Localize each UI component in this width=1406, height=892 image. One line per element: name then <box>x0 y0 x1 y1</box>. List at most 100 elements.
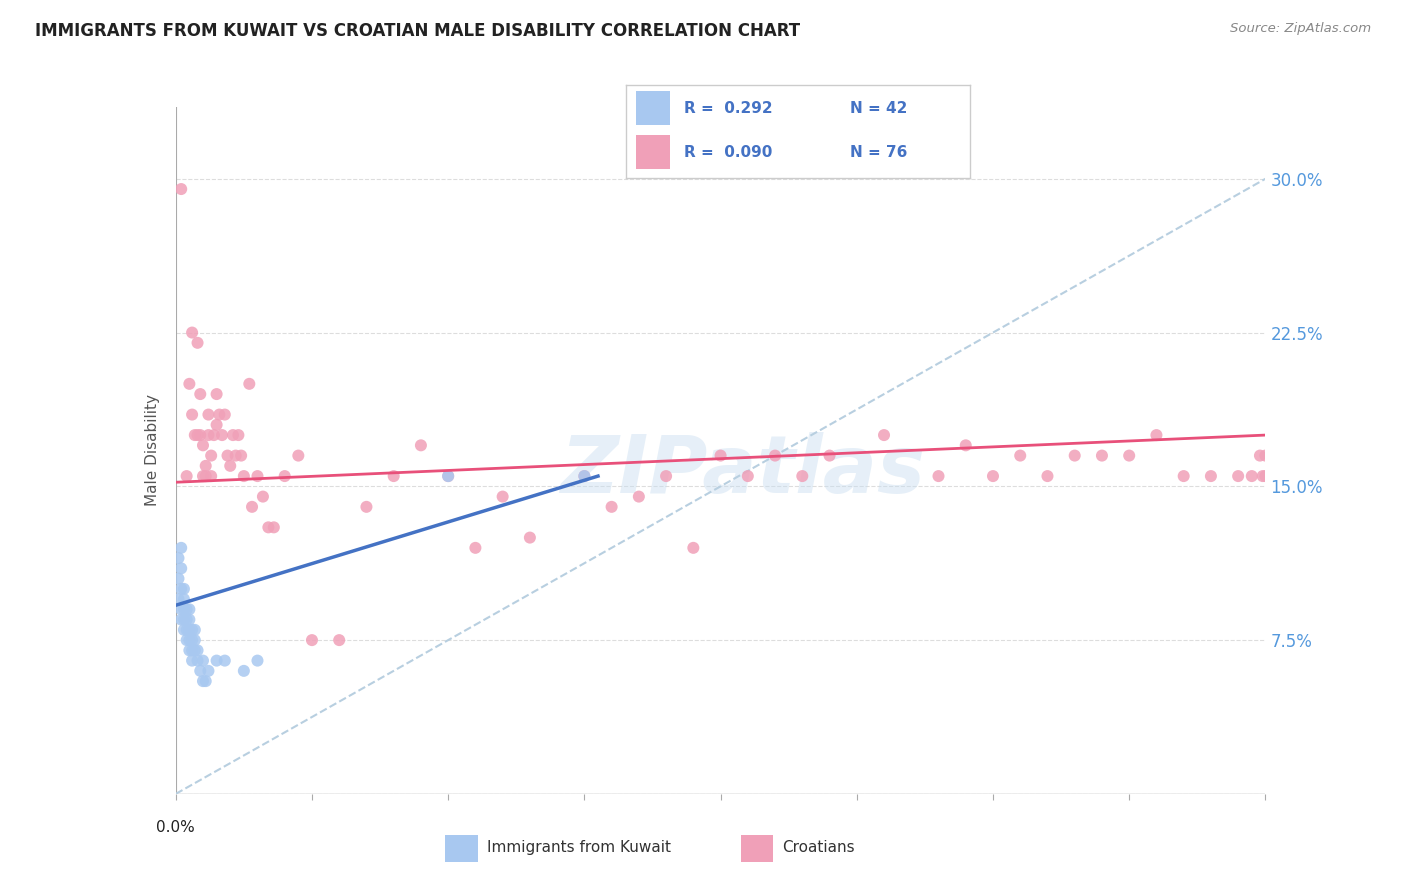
Point <box>519 531 541 545</box>
Point <box>217 449 239 463</box>
Point <box>205 387 228 401</box>
Point <box>219 458 242 473</box>
Point <box>818 449 841 463</box>
Point <box>181 654 204 668</box>
Point <box>194 458 217 473</box>
Point <box>1144 428 1167 442</box>
Point <box>188 387 211 401</box>
Point <box>179 613 201 627</box>
Point <box>188 664 211 678</box>
Point <box>1240 469 1263 483</box>
Point <box>1118 449 1140 463</box>
Point <box>176 602 198 616</box>
Point <box>1227 469 1250 483</box>
Point <box>214 408 236 422</box>
Point <box>574 469 596 483</box>
Point <box>274 469 297 483</box>
Point <box>1254 449 1277 463</box>
Point <box>184 643 207 657</box>
Point <box>176 469 198 483</box>
Point <box>328 633 350 648</box>
Bar <box>741 835 773 862</box>
Point <box>176 623 198 637</box>
Point <box>197 428 219 442</box>
Text: 0.0%: 0.0% <box>156 820 195 835</box>
Point <box>200 469 222 483</box>
Point <box>955 438 977 452</box>
Text: Source: ZipAtlas.com: Source: ZipAtlas.com <box>1230 22 1371 36</box>
Point <box>211 428 233 442</box>
Point <box>1254 469 1277 483</box>
Point <box>928 469 950 483</box>
Text: IMMIGRANTS FROM KUWAIT VS CROATIAN MALE DISABILITY CORRELATION CHART: IMMIGRANTS FROM KUWAIT VS CROATIAN MALE … <box>35 22 800 40</box>
Point <box>179 602 201 616</box>
Point <box>231 449 253 463</box>
Point <box>170 541 193 555</box>
Point <box>173 613 195 627</box>
Point <box>655 469 678 483</box>
Point <box>186 335 209 350</box>
Point <box>382 469 405 483</box>
Point <box>197 408 219 422</box>
Point <box>170 561 193 575</box>
Point <box>179 623 201 637</box>
Point <box>186 428 209 442</box>
Point <box>191 674 214 689</box>
Point <box>1173 469 1195 483</box>
Point <box>301 633 323 648</box>
Point <box>232 664 254 678</box>
Text: Immigrants from Kuwait: Immigrants from Kuwait <box>486 840 671 855</box>
Point <box>170 182 193 196</box>
Text: N = 76: N = 76 <box>849 145 907 160</box>
Point <box>205 417 228 432</box>
Point <box>188 428 211 442</box>
Point <box>287 449 309 463</box>
Point <box>179 643 201 657</box>
Point <box>409 438 432 452</box>
Point <box>246 469 269 483</box>
Point <box>1249 449 1271 463</box>
Point <box>191 469 214 483</box>
Point <box>194 674 217 689</box>
Point <box>214 654 236 668</box>
Point <box>186 643 209 657</box>
Point <box>186 654 209 668</box>
Point <box>492 490 515 504</box>
Point <box>184 623 207 637</box>
Point <box>710 449 733 463</box>
Point <box>173 623 195 637</box>
Point <box>252 490 274 504</box>
Point <box>682 541 704 555</box>
Point <box>222 428 245 442</box>
Point <box>200 449 222 463</box>
Point <box>600 500 623 514</box>
Point <box>238 376 260 391</box>
Point <box>205 654 228 668</box>
Point <box>194 469 217 483</box>
Point <box>184 428 207 442</box>
Point <box>627 490 650 504</box>
Point <box>240 500 263 514</box>
Point <box>1199 469 1222 483</box>
Point <box>792 469 814 483</box>
Point <box>263 520 285 534</box>
Point <box>167 592 190 607</box>
Point <box>181 633 204 648</box>
Point <box>257 520 280 534</box>
Point <box>228 428 250 442</box>
Point <box>208 408 231 422</box>
Point <box>167 572 190 586</box>
Point <box>176 633 198 648</box>
Point <box>1251 469 1274 483</box>
Text: Croatians: Croatians <box>782 840 855 855</box>
Point <box>873 428 896 442</box>
Point <box>225 449 247 463</box>
Point <box>181 326 204 340</box>
Point <box>1091 449 1114 463</box>
Point <box>737 469 759 483</box>
Point <box>176 613 198 627</box>
Point <box>574 469 596 483</box>
Point <box>170 613 193 627</box>
Point <box>181 623 204 637</box>
Point <box>191 654 214 668</box>
